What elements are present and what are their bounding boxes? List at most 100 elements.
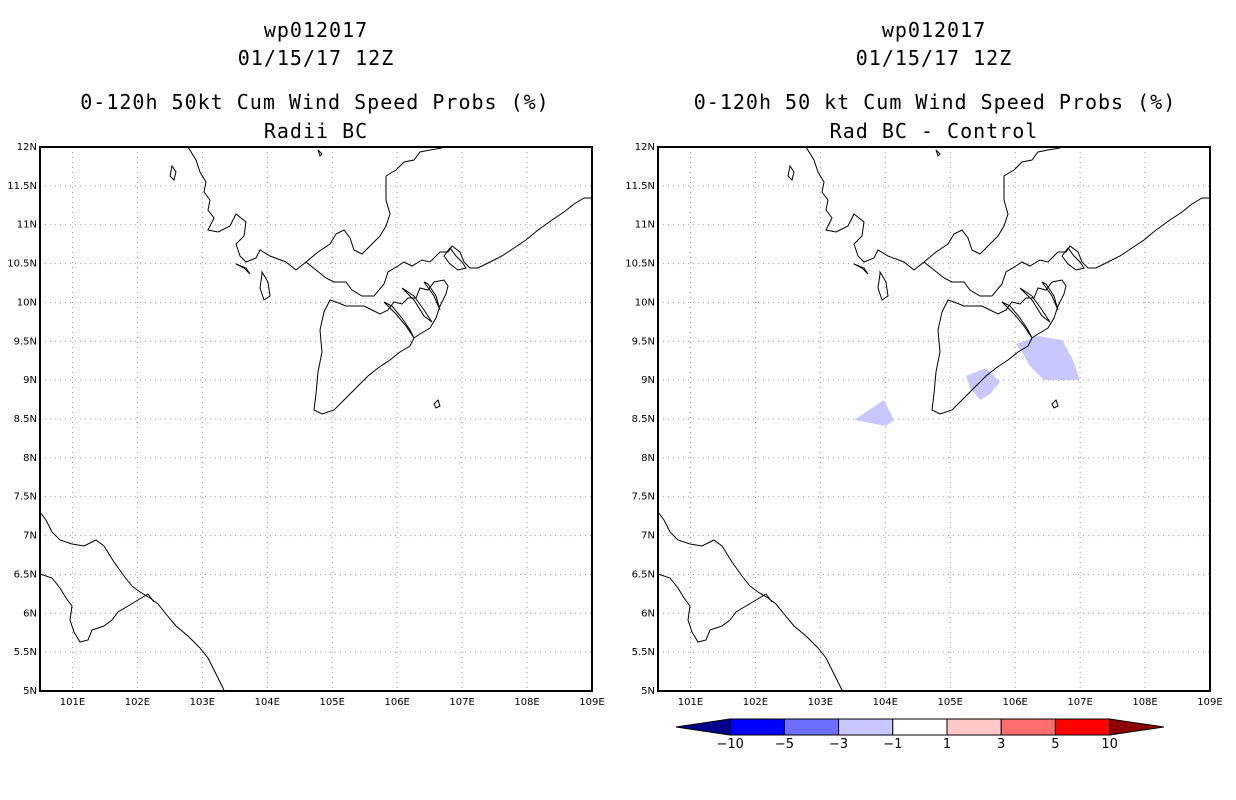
diff-patch-center [966,368,1000,400]
left-coastline [39,146,592,691]
right-map-frame [657,146,1211,692]
left-coast-delta-channel-1 [383,301,415,339]
left-lon-label: 105E [320,697,345,708]
right-lon-label: 104E [873,697,898,708]
right-lat-label: 10.5N [625,259,655,270]
right-lon-label: 107E [1067,697,1092,708]
right-coast-condao [1051,399,1059,409]
right-coast-delta-channel-2 [1019,287,1051,323]
colorbar-segment [675,718,731,736]
left-coast-condao [433,399,441,409]
right-lat-label: 8.5N [632,414,655,425]
left-subtitle: Radii BC [263,119,369,143]
left-lat-label: 8.5N [14,414,37,425]
right-lon-label: 103E [808,697,833,708]
colorbar-label: −10 [716,737,743,752]
left-lat-label: 7N [23,531,37,542]
left-map-frame [39,146,593,692]
left-coast-mekong [305,197,592,297]
left-grid [40,147,592,691]
colorbar-label: −3 [829,737,848,752]
left-lat-label: 5.5N [14,647,37,658]
colorbar-segment [729,718,785,736]
left-lat-label: 5N [23,686,37,697]
colorbar-label: 3 [997,737,1005,752]
right-grid [658,147,1210,691]
left-lat-label: 11.5N [7,181,37,192]
right-coast-delta [931,279,1067,415]
diff-patch-east [1016,336,1080,380]
colorbar-segment [783,718,840,736]
left-lon-label: 103E [190,697,215,708]
left-lat-label: 10.5N [7,259,37,270]
right-lat-label: 12N [635,142,655,153]
left-lon-label: 108E [514,697,539,708]
right-lon-label: 106E [1002,697,1027,708]
right-coast-cambodia-islands [853,263,889,301]
right-coast-malay [657,511,843,691]
left-lon-label: 107E [449,697,474,708]
left-lat-label: 10N [17,297,37,308]
left-lon-label: 109E [579,697,604,708]
right-coast-island-nw1 [787,164,795,181]
colorbar-label: 5 [1051,737,1059,752]
colorbar-label: −1 [883,737,902,752]
right-lat-label: 6N [641,608,655,619]
right-coast-delta-channel-3 [1041,281,1059,311]
colorbar-segment [1000,718,1056,736]
left-lon-label: 101E [60,697,85,708]
right-subtitle: Rad BC - Control [829,119,1039,143]
left-coast-delta [313,279,449,415]
left-lon-label: 102E [125,697,150,708]
right-lon-label: 105E [938,697,963,708]
right-storm-id: wp012017 [881,18,987,42]
left-coast-vungtau [443,247,467,271]
left-coast-delta-channel-2 [401,287,433,323]
right-coastline [657,146,1210,691]
right-coast-delta-channel-1 [1001,301,1033,339]
left-lon-label: 104E [255,697,280,708]
right-lon-label: 108E [1132,697,1157,708]
right-coast-thai-south [657,573,773,643]
colorbar: −10 −5 −3 −1 1 3 5 10 [675,718,1164,752]
right-lon-label: 101E [678,697,703,708]
right-product-title: 0-120h 50 kt Cum Wind Speed Probs (%) [693,90,1177,114]
right-datetime: 01/15/17 12Z [855,46,1013,70]
left-coast-thai-south [39,573,155,643]
colorbar-segment [1054,718,1111,736]
right-coast-island-nw2 [935,149,941,157]
colorbar-segment [838,718,894,736]
right-lat-label: 5.5N [632,647,655,658]
left-lat-label: 9N [23,375,37,386]
left-axis-labels: 12N 11.5N 11N 10.5N 10N 9.5N 9N 8.5N 8N 7.5N 7N 6.5… [7,142,604,708]
left-coast-island-nw1 [169,164,177,181]
right-lon-label: 109E [1197,697,1222,708]
right-axis-labels: 12N 11.5N 11N 10.5N 10N 9.5N 9N 8.5N 8N 7.5N 7N 6.5… [625,142,1222,708]
diff-patch-west [854,400,894,426]
right-difference-fill [854,336,1080,426]
colorbar-label: 1 [943,737,951,752]
right-coast-mekong [923,197,1210,297]
left-coast-delta-channel-3 [423,281,441,311]
left-coast-gulf-north [187,146,443,271]
left-lat-label: 9.5N [14,336,37,347]
right-lat-label: 9.5N [632,336,655,347]
right-lat-label: 11.5N [625,181,655,192]
colorbar-segment [946,718,1002,736]
right-lat-label: 10N [635,297,655,308]
right-lat-label: 6.5N [632,569,655,580]
colorbar-segment [1109,718,1164,736]
right-lat-label: 7.5N [632,492,655,503]
left-lat-label: 7.5N [14,492,37,503]
right-coast-vungtau [1061,247,1085,271]
colorbar-label: −5 [775,737,794,752]
left-lat-label: 8N [23,453,37,464]
colorbar-label: 10 [1101,737,1118,752]
right-lat-label: 11N [635,220,655,231]
right-lat-label: 9N [641,375,655,386]
left-product-title: 0-120h 50kt Cum Wind Speed Probs (%) [80,90,550,114]
left-lat-label: 6N [23,608,37,619]
left-storm-id: wp012017 [263,18,369,42]
right-lat-label: 8N [641,453,655,464]
